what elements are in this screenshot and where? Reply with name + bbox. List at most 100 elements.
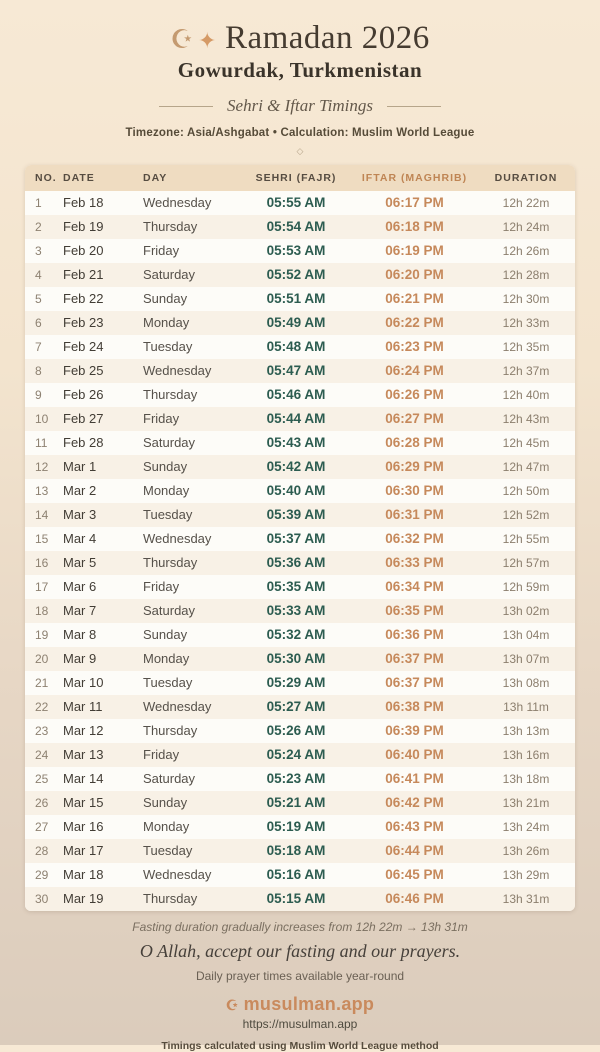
cell-no: 26 bbox=[35, 796, 49, 810]
cell-iftar: 06:46 PM bbox=[385, 891, 444, 906]
cell-no: 21 bbox=[35, 676, 49, 690]
cell-sehri: 05:16 AM bbox=[266, 867, 326, 882]
cell-duration: 13h 21m bbox=[502, 796, 550, 810]
table-row: 1 Feb 18 Wednesday 05:55 AM 06:17 PM 12h 22m bbox=[25, 191, 575, 215]
cell-iftar: 06:42 PM bbox=[385, 795, 444, 810]
cell-iftar: 06:27 PM bbox=[385, 411, 444, 426]
cell-duration: 12h 40m bbox=[502, 388, 550, 402]
cell-no: 14 bbox=[35, 508, 49, 522]
cell-duration: 12h 22m bbox=[502, 196, 550, 210]
cell-day: Monday bbox=[143, 483, 190, 498]
cell-day: Sunday bbox=[143, 795, 188, 810]
cell-sehri: 05:15 AM bbox=[266, 891, 326, 906]
cell-day: Wednesday bbox=[143, 699, 212, 714]
cell-duration: 12h 52m bbox=[502, 508, 550, 522]
column-header-sehri: SEHRI (FAJR) bbox=[240, 165, 352, 191]
cell-no: 23 bbox=[35, 724, 49, 738]
cell-date: Mar 7 bbox=[63, 603, 97, 618]
cell-iftar: 06:19 PM bbox=[385, 243, 444, 258]
timetable-card: NO. DATE DAY SEHRI (FAJR) IFTAR (MAGHRIB… bbox=[25, 165, 575, 911]
cell-sehri: 05:42 AM bbox=[266, 459, 326, 474]
cell-date: Mar 13 bbox=[63, 747, 104, 762]
timetable-body: 1 Feb 18 Wednesday 05:55 AM 06:17 PM 12h 22m 2… bbox=[25, 191, 575, 911]
table-row: 14 Mar 3 Tuesday 05:39 AM 06:31 PM 12h 52m bbox=[25, 503, 575, 527]
cell-iftar: 06:45 PM bbox=[385, 867, 444, 882]
cell-duration: 12h 37m bbox=[502, 364, 550, 378]
cell-iftar: 06:24 PM bbox=[385, 363, 444, 378]
cell-duration: 12h 55m bbox=[502, 532, 550, 546]
cell-no: 5 bbox=[35, 292, 42, 306]
table-row: 13 Mar 2 Monday 05:40 AM 06:30 PM 12h 50m bbox=[25, 479, 575, 503]
table-row: 8 Feb 25 Wednesday 05:47 AM 06:24 PM 12h 37m bbox=[25, 359, 575, 383]
brand-url[interactable]: https://musulman.app bbox=[242, 1017, 358, 1031]
cell-date: Mar 10 bbox=[63, 675, 104, 690]
cell-duration: 13h 08m bbox=[502, 676, 550, 690]
cell-no: 1 bbox=[35, 196, 42, 210]
table-row: 19 Mar 8 Sunday 05:32 AM 06:36 PM 13h 04m bbox=[25, 623, 575, 647]
cell-iftar: 06:23 PM bbox=[385, 339, 444, 354]
cell-sehri: 05:47 AM bbox=[266, 363, 326, 378]
cell-date: Mar 8 bbox=[63, 627, 97, 642]
cell-iftar: 06:26 PM bbox=[385, 387, 444, 402]
table-row: 27 Mar 16 Monday 05:19 AM 06:43 PM 13h 24m bbox=[25, 815, 575, 839]
brand-link[interactable]: ☪ musulman.app bbox=[0, 994, 600, 1015]
cell-day: Friday bbox=[143, 411, 180, 426]
subtitle-divider: Sehri & Iftar Timings bbox=[0, 96, 600, 116]
cell-day: Thursday bbox=[143, 723, 198, 738]
cell-no: 6 bbox=[35, 316, 42, 330]
cell-no: 11 bbox=[35, 436, 48, 450]
cell-date: Mar 12 bbox=[63, 723, 104, 738]
cell-iftar: 06:37 PM bbox=[385, 651, 444, 666]
brand-name: musulman.app bbox=[243, 994, 375, 1014]
cell-no: 8 bbox=[35, 364, 42, 378]
cell-iftar: 06:41 PM bbox=[385, 771, 444, 786]
cell-no: 18 bbox=[35, 604, 49, 618]
cell-iftar: 06:31 PM bbox=[385, 507, 444, 522]
cell-sehri: 05:52 AM bbox=[266, 267, 326, 282]
subtitle: Sehri & Iftar Timings bbox=[227, 96, 373, 115]
table-row: 5 Feb 22 Sunday 05:51 AM 06:21 PM 12h 30m bbox=[25, 287, 575, 311]
cell-sehri: 05:46 AM bbox=[266, 387, 326, 402]
availability-text: Daily prayer times available year-round bbox=[195, 969, 405, 983]
table-row: 6 Feb 23 Monday 05:49 AM 06:22 PM 12h 33m bbox=[25, 311, 575, 335]
cell-day: Thursday bbox=[143, 219, 198, 234]
sparkle-icon: ✦ bbox=[198, 28, 217, 53]
cell-date: Mar 16 bbox=[63, 819, 104, 834]
cell-iftar: 06:33 PM bbox=[385, 555, 444, 570]
cell-iftar: 06:35 PM bbox=[385, 603, 444, 618]
cell-no: 13 bbox=[35, 484, 49, 498]
cell-duration: 12h 26m bbox=[502, 244, 550, 258]
table-row: 17 Mar 6 Friday 05:35 AM 06:34 PM 12h 59m bbox=[25, 575, 575, 599]
cell-date: Feb 22 bbox=[63, 291, 104, 306]
cell-day: Friday bbox=[143, 579, 180, 594]
cell-iftar: 06:43 PM bbox=[385, 819, 444, 834]
table-row: 12 Mar 1 Sunday 05:42 AM 06:29 PM 12h 47m bbox=[25, 455, 575, 479]
cell-sehri: 05:29 AM bbox=[266, 675, 326, 690]
table-row: 9 Feb 26 Thursday 05:46 AM 06:26 PM 12h 40m bbox=[25, 383, 575, 407]
table-row: 22 Mar 11 Wednesday 05:27 AM 06:38 PM 13h 11m bbox=[25, 695, 575, 719]
cell-day: Wednesday bbox=[143, 531, 212, 546]
cell-iftar: 06:22 PM bbox=[385, 315, 444, 330]
cell-sehri: 05:23 AM bbox=[266, 771, 326, 786]
cell-iftar: 06:18 PM bbox=[385, 219, 444, 234]
table-row: 29 Mar 18 Wednesday 05:16 AM 06:45 PM 13h 29m bbox=[25, 863, 575, 887]
cell-date: Feb 28 bbox=[63, 435, 104, 450]
duration-note: Fasting duration gradually increases fro… bbox=[132, 920, 468, 934]
cell-day: Monday bbox=[143, 819, 190, 834]
cell-iftar: 06:20 PM bbox=[385, 267, 444, 282]
table-row: 26 Mar 15 Sunday 05:21 AM 06:42 PM 13h 21m bbox=[25, 791, 575, 815]
cell-day: Saturday bbox=[143, 267, 196, 282]
crescent-icon: ☪ bbox=[225, 997, 239, 1013]
cell-sehri: 05:40 AM bbox=[266, 483, 326, 498]
cell-day: Tuesday bbox=[143, 843, 193, 858]
cell-date: Mar 19 bbox=[63, 891, 104, 906]
cell-sehri: 05:27 AM bbox=[266, 699, 326, 714]
cell-duration: 12h 43m bbox=[502, 412, 550, 426]
table-row: 30 Mar 19 Thursday 05:15 AM 06:46 PM 13h 31m bbox=[25, 887, 575, 911]
table-row: 4 Feb 21 Saturday 05:52 AM 06:20 PM 12h 28m bbox=[25, 263, 575, 287]
cell-no: 15 bbox=[35, 532, 49, 546]
cell-date: Mar 15 bbox=[63, 795, 104, 810]
cell-no: 17 bbox=[35, 580, 49, 594]
diamond-ornament-icon: ◇ bbox=[296, 146, 304, 156]
cell-date: Feb 25 bbox=[63, 363, 104, 378]
